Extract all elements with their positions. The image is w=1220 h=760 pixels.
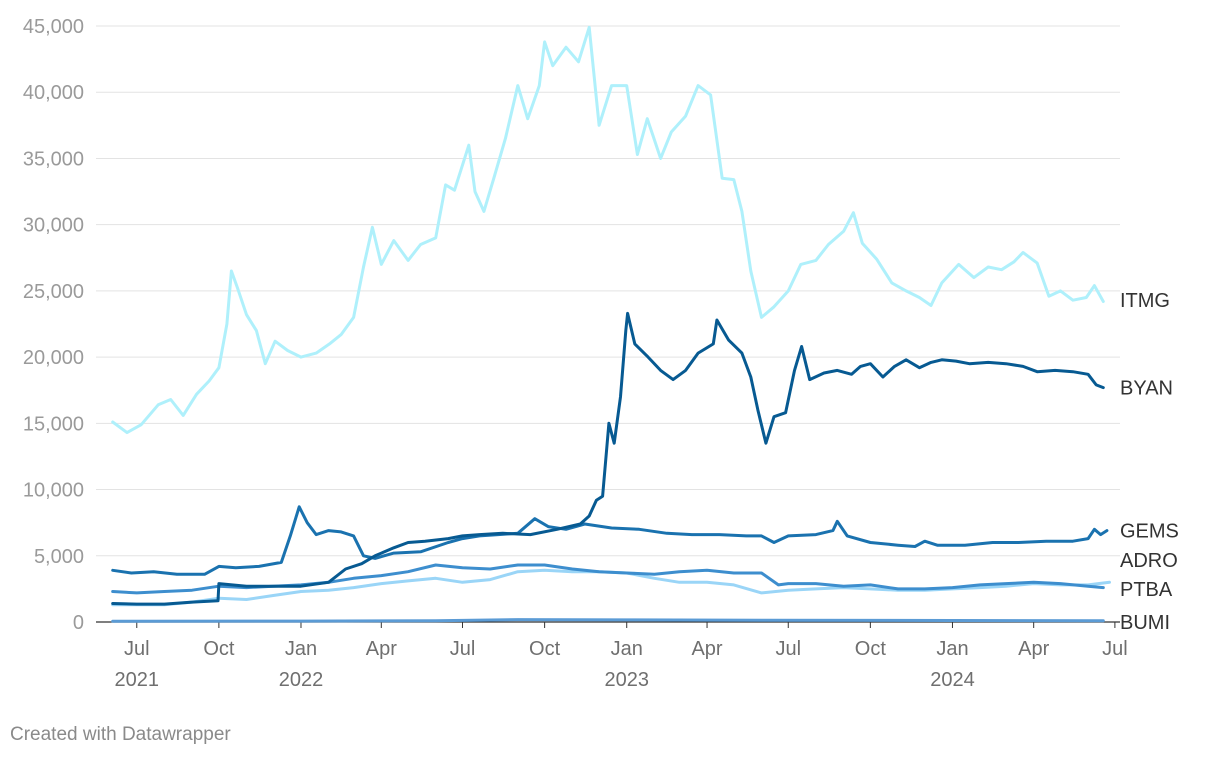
- x-tick-year-label: 2021: [115, 669, 160, 691]
- x-tick-year-label: 2023: [604, 669, 649, 691]
- x-tick-label: Oct: [203, 638, 235, 660]
- y-axis-ticks: 0 5,000 10,000 15,000 20,000 25,000 30,000 35,0…: [23, 16, 84, 634]
- x-tick-label: Oct: [529, 638, 561, 660]
- y-tick-label: 40,000: [23, 82, 84, 104]
- x-tick-label: Jan: [611, 638, 643, 660]
- x-tick-label: Apr: [1018, 638, 1049, 660]
- x-tick-label: Apr: [691, 638, 722, 660]
- y-tick-label: 0: [73, 612, 84, 634]
- datawrapper-credit: Created with Datawrapper: [10, 724, 231, 745]
- y-tick-label: 35,000: [23, 148, 84, 170]
- series-line-ptba: [111, 563, 1105, 595]
- x-tick-label: Apr: [366, 638, 397, 660]
- series-label-bumi: BUMI: [1120, 612, 1170, 634]
- y-tick-label: 20,000: [23, 347, 84, 369]
- y-tick-label: 30,000: [23, 215, 84, 237]
- series-line-byan: [111, 311, 1105, 606]
- series-label-gems: GEMS: [1120, 521, 1179, 543]
- y-tick-label: 10,000: [23, 480, 84, 502]
- y-tick-label: 15,000: [23, 413, 84, 435]
- x-axis-ticks: Jul 2021 Oct Jan 2022 Apr Jul Oct Jan 2023 Apr Jul O…: [115, 622, 1128, 691]
- x-tick-label: Jul: [1102, 638, 1128, 660]
- series-line-bumi: [111, 618, 1105, 623]
- series-line-itmg: [111, 25, 1105, 435]
- x-tick-label: Jul: [775, 638, 801, 660]
- series-labels: ITMG BYAN GEMS ADRO PTBA BUMI: [1120, 290, 1179, 634]
- series-label-adro: ADRO: [1120, 550, 1178, 572]
- x-tick-label: Jan: [936, 638, 968, 660]
- y-tick-label: 45,000: [23, 16, 84, 38]
- x-tick-label: Oct: [855, 638, 887, 660]
- gridlines: [96, 25, 1120, 623]
- x-tick-year-label: 2022: [279, 669, 324, 691]
- x-tick-label: Jul: [450, 638, 476, 660]
- x-tick-label: Jan: [285, 638, 317, 660]
- series-lines: [111, 25, 1111, 623]
- series-label-ptba: PTBA: [1120, 579, 1173, 601]
- series-label-itmg: ITMG: [1120, 290, 1170, 312]
- series-label-byan: BYAN: [1120, 378, 1173, 400]
- x-tick-label: Jul: [124, 638, 150, 660]
- y-tick-label: 25,000: [23, 281, 84, 303]
- y-tick-label: 5,000: [34, 546, 84, 568]
- series-line-gems: [111, 505, 1109, 576]
- x-tick-year-label: 2024: [930, 669, 975, 691]
